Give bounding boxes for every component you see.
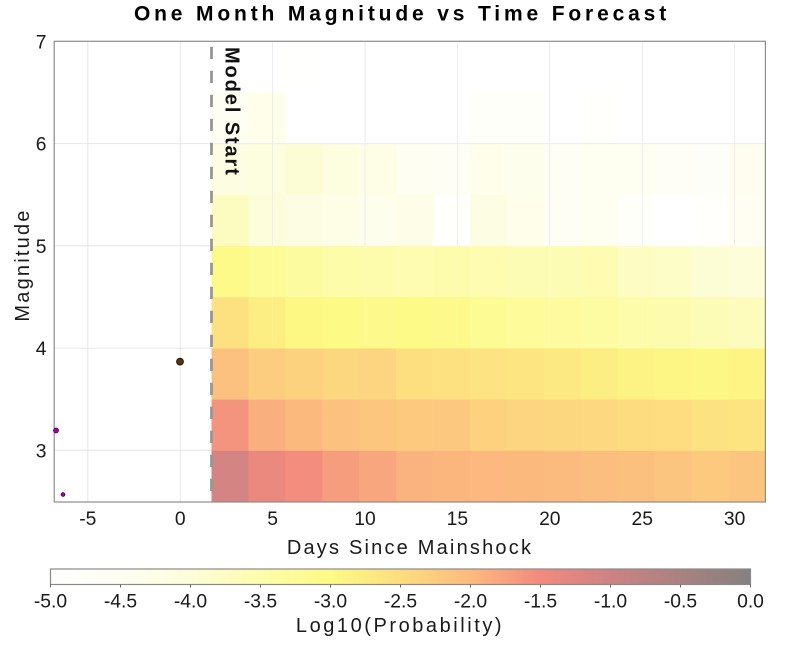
svg-text:-4.5: -4.5 (104, 592, 137, 613)
svg-text:-1.0: -1.0 (594, 592, 627, 613)
svg-text:7: 7 (36, 32, 47, 53)
svg-text:-2.0: -2.0 (454, 592, 487, 613)
svg-text:4: 4 (36, 339, 47, 360)
svg-text:10: 10 (354, 509, 375, 530)
svg-text:0: 0 (175, 509, 186, 530)
svg-text:0.0: 0.0 (737, 592, 764, 613)
svg-text:3: 3 (36, 441, 47, 462)
svg-text:Days Since Mainshock: Days Since Mainshock (287, 537, 533, 559)
svg-text:One Month Magnitude vs Time Fo: One Month Magnitude vs Time Forecast (134, 3, 670, 26)
svg-text:-2.5: -2.5 (384, 592, 417, 613)
svg-text:-1.5: -1.5 (524, 592, 557, 613)
svg-text:Log10(Probability): Log10(Probability) (296, 615, 504, 637)
svg-text:-5.0: -5.0 (34, 592, 67, 613)
svg-text:6: 6 (36, 135, 47, 156)
svg-text:-3.0: -3.0 (314, 592, 347, 613)
svg-text:20: 20 (539, 509, 560, 530)
svg-text:-4.0: -4.0 (174, 592, 207, 613)
svg-text:5: 5 (36, 237, 47, 258)
svg-text:25: 25 (631, 509, 652, 530)
svg-text:Model Start: Model Start (221, 47, 243, 177)
svg-text:30: 30 (724, 509, 745, 530)
svg-text:-5: -5 (79, 509, 96, 530)
svg-text:-3.5: -3.5 (244, 592, 277, 613)
svg-text:15: 15 (447, 509, 468, 530)
svg-text:5: 5 (267, 509, 278, 530)
svg-text:Magnitude: Magnitude (12, 208, 34, 321)
svg-text:-0.5: -0.5 (664, 592, 697, 613)
